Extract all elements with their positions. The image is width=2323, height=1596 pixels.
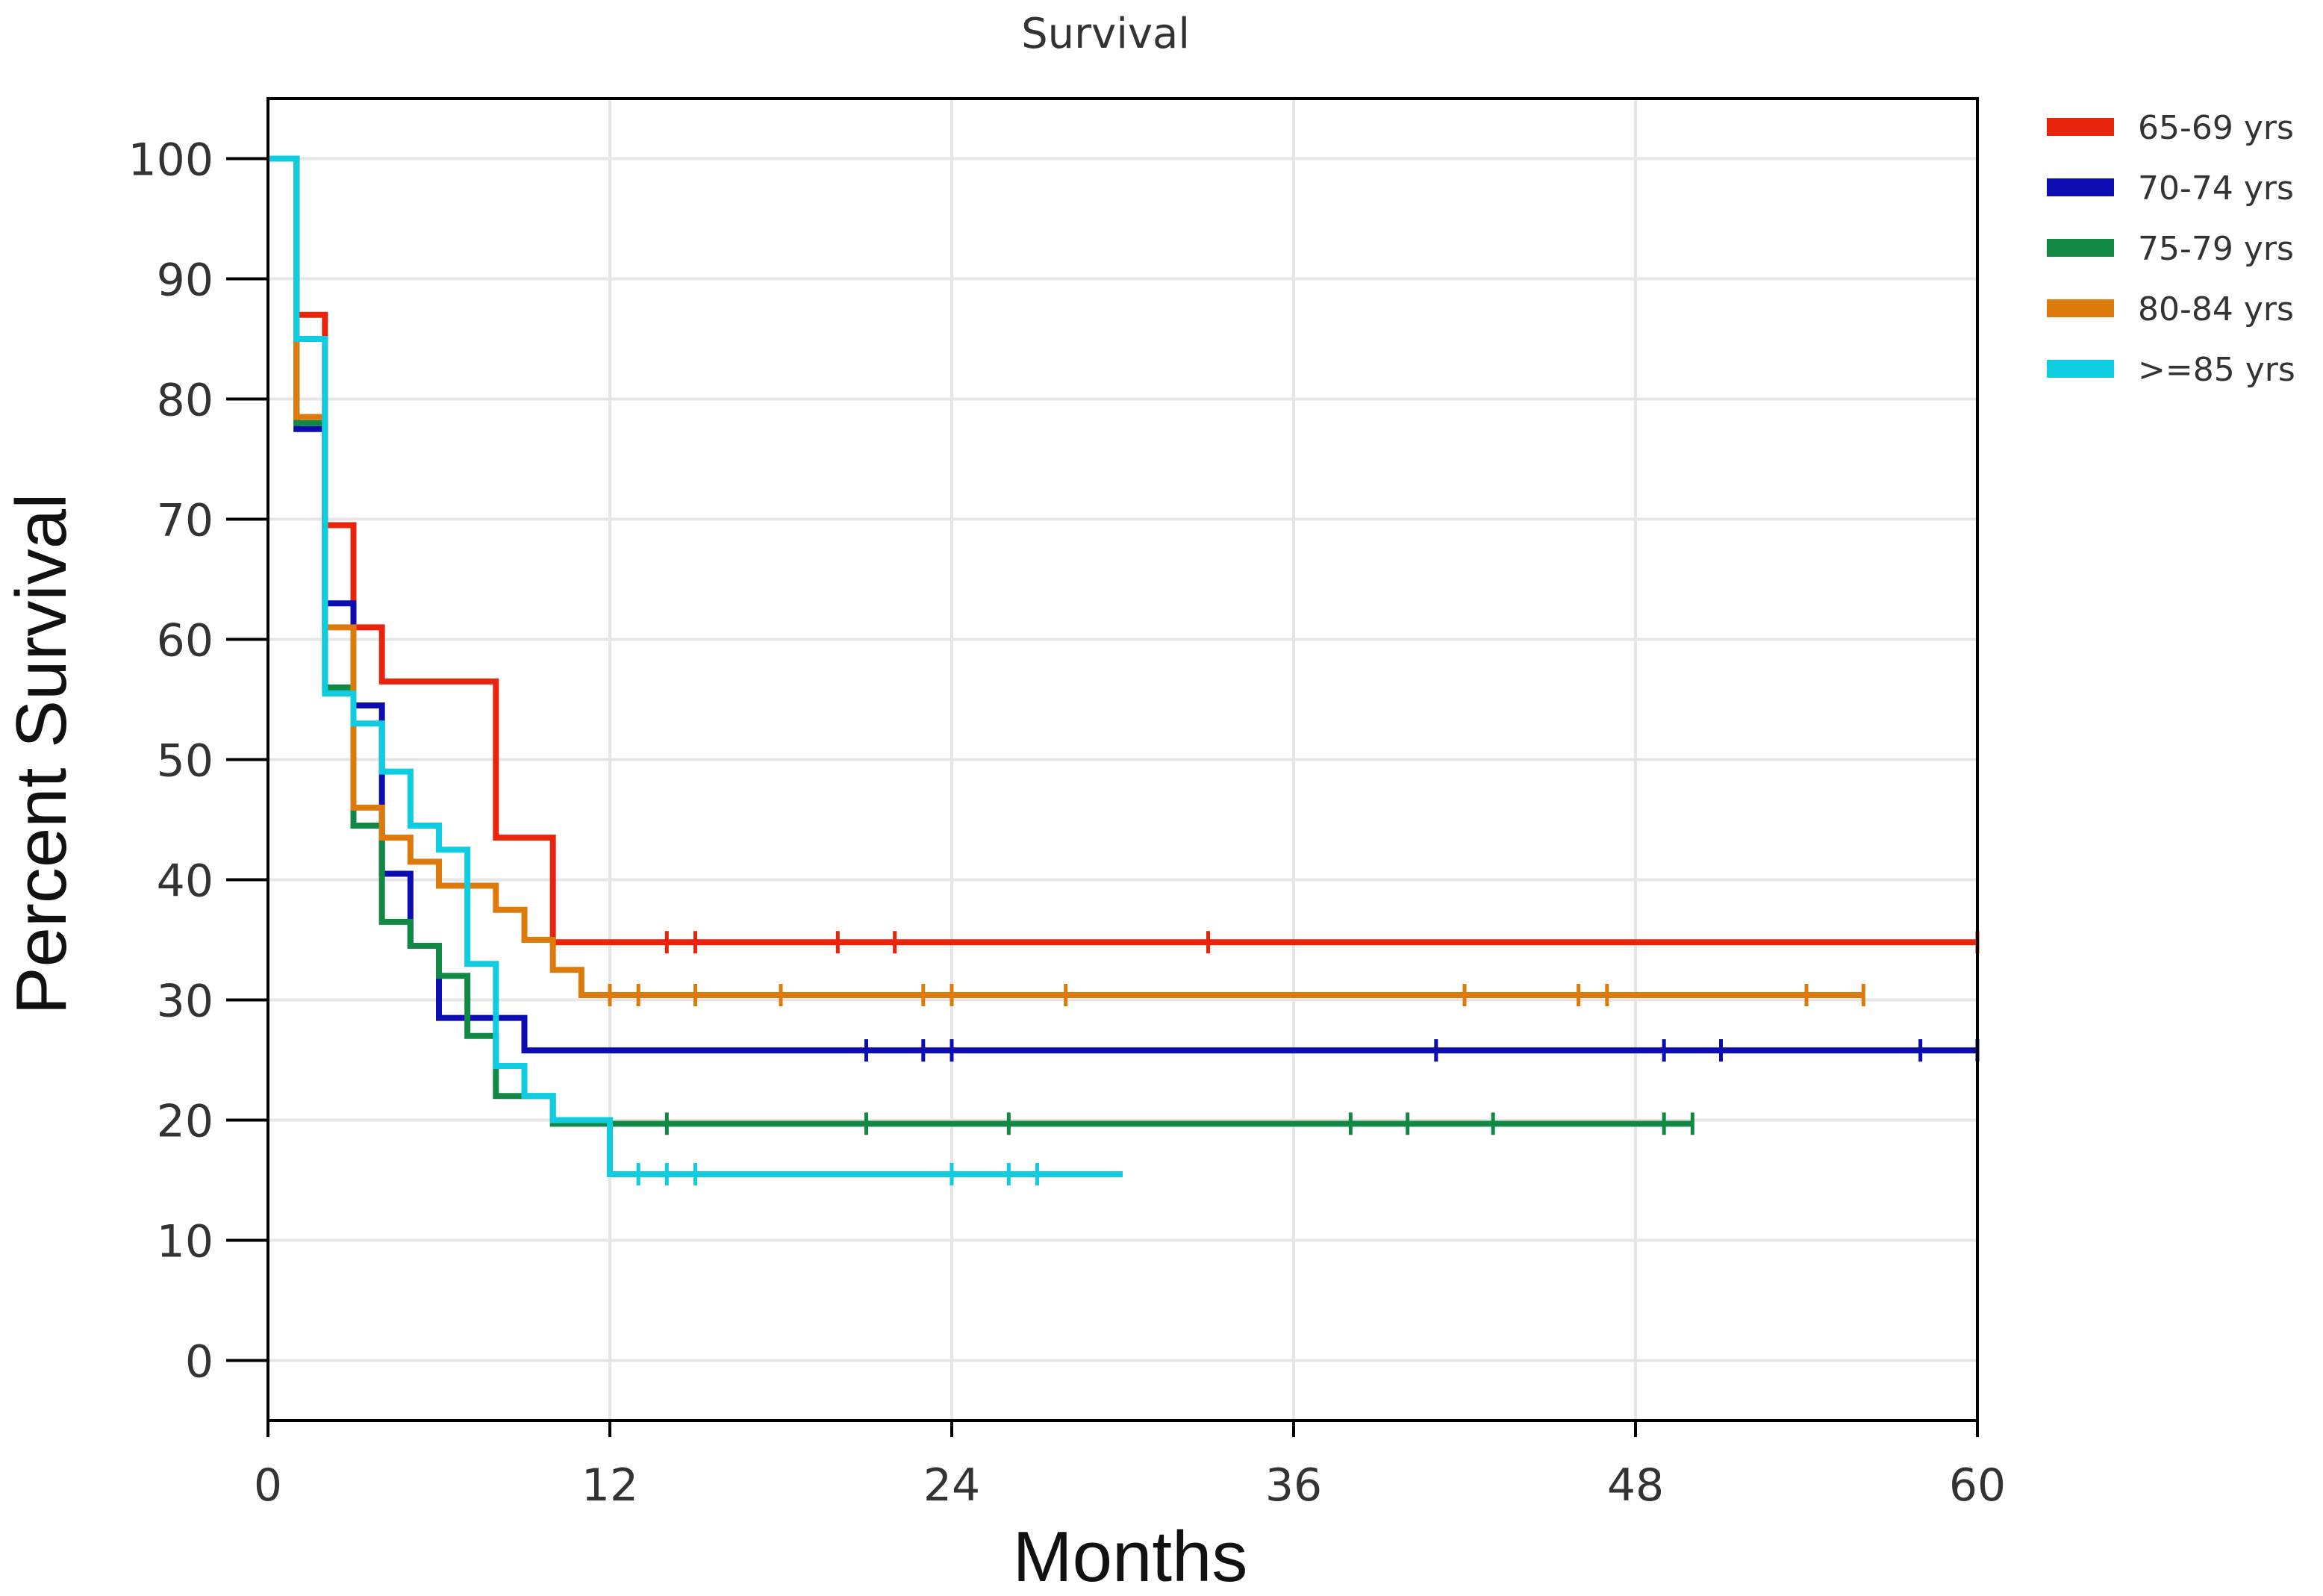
y-tick-label-30: 30 [157, 976, 213, 1028]
y-tick-label-0: 0 [185, 1336, 213, 1388]
x-axis-title: Months [1013, 1517, 1248, 1596]
legend-swatch-4 [2047, 360, 2114, 378]
gridlines [268, 99, 1977, 1421]
y-axis-title: Percent Survival [1, 493, 81, 1015]
legend-label-4: >=85 yrs [2138, 351, 2295, 389]
y-tick-label-50: 50 [157, 735, 213, 788]
y-tick-label-40: 40 [157, 855, 213, 908]
legend-label-1: 70-74 yrs [2138, 169, 2294, 208]
legend-swatch-1 [2047, 178, 2114, 196]
legend-swatch-2 [2047, 239, 2114, 257]
y-tick-label-80: 80 [157, 375, 213, 427]
legend-label-0: 65-69 yrs [2138, 109, 2294, 147]
y-tick-label-20: 20 [157, 1096, 213, 1148]
series-line-4 [268, 155, 1123, 1177]
x-tick-label-36: 36 [1265, 1459, 1322, 1512]
legend-swatch-3 [2047, 299, 2114, 317]
legend-label-3: 80-84 yrs [2138, 290, 2294, 328]
legend: 65-69 yrs 70-74 yrs 75-79 yrs 80-84 yrs >=85… [2047, 109, 2295, 389]
legend-label-2: 75-79 yrs [2138, 230, 2294, 268]
chart-title: Survival [1021, 10, 1190, 58]
series-4 [268, 155, 1123, 1185]
x-tick-label-24: 24 [923, 1459, 980, 1512]
y-tick-label-10: 10 [157, 1216, 213, 1268]
series-layer [268, 155, 1980, 1185]
y-tick-label-100: 100 [128, 134, 213, 187]
axis-ticks: 0 10 20 30 40 50 60 70 80 90 100 0 12 24 36 48 60 [128, 134, 2006, 1512]
series-line-0 [268, 155, 1977, 946]
y-tick-label-90: 90 [157, 255, 213, 307]
x-tick-label-60: 60 [1949, 1459, 2006, 1512]
y-tick-label-70: 70 [157, 495, 213, 547]
legend-swatch-0 [2047, 118, 2114, 136]
x-tick-label-12: 12 [581, 1459, 638, 1512]
x-tick-label-48: 48 [1607, 1459, 1664, 1512]
y-tick-label-60: 60 [157, 615, 213, 667]
x-tick-label-0: 0 [254, 1459, 282, 1512]
